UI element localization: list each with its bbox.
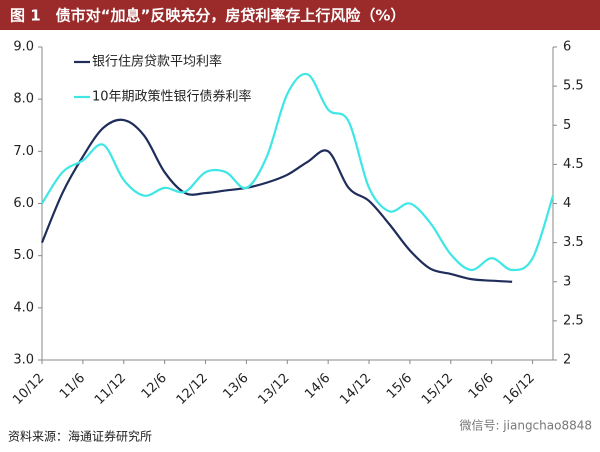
y2-tick-label: 3.5 — [563, 235, 584, 250]
x-tick-label: 15/6 — [384, 371, 415, 402]
chart-title: 图 1 债市对“加息”反映充分，房贷利率存上行风险（%） — [10, 7, 405, 25]
source-note: 资料来源：海通证券研究所 — [8, 429, 152, 444]
x-tick-label: 13/6 — [220, 371, 251, 402]
y2-tick-label: 5.5 — [563, 79, 584, 94]
y-tick-label: 4.0 — [13, 300, 34, 315]
title-bar — [0, 0, 600, 30]
x-tick-label: 15/12 — [419, 371, 456, 408]
y2-tick-label: 2 — [563, 353, 571, 368]
y2-tick-label: 5 — [563, 118, 571, 133]
x-tick-label: 13/12 — [255, 371, 292, 408]
y-tick-label: 5.0 — [13, 248, 34, 263]
y-tick-label: 6.0 — [13, 196, 34, 211]
watermark: 微信号: jiangchao8848 — [459, 419, 592, 433]
y2-tick-label: 4.5 — [563, 157, 584, 172]
legend-label: 10年期政策性银行债券利率 — [92, 89, 252, 105]
y-tick-label: 7.0 — [13, 144, 34, 159]
y2-tick-label: 6 — [563, 40, 571, 55]
x-tick-label: 12/12 — [174, 371, 211, 408]
y-tick-label: 9.0 — [13, 40, 34, 55]
x-tick-label: 12/6 — [139, 371, 170, 402]
x-tick-label: 10/12 — [10, 371, 47, 408]
x-tick-label: 14/12 — [337, 371, 374, 408]
y2-tick-label: 4 — [563, 196, 571, 211]
x-tick-label: 16/6 — [466, 371, 497, 402]
x-tick-label: 14/6 — [302, 371, 333, 402]
y-tick-label: 3.0 — [13, 353, 34, 368]
series-line — [40, 118, 513, 283]
x-tick-label: 16/12 — [501, 371, 538, 408]
y2-tick-label: 2.5 — [563, 313, 584, 328]
legend-label: 银行住房贷款平均利率 — [92, 54, 222, 70]
y-tick-label: 8.0 — [13, 92, 34, 107]
x-tick-label: 11/6 — [57, 371, 88, 402]
y2-tick-label: 3 — [563, 274, 571, 289]
series-line — [41, 72, 555, 272]
x-tick-label: 11/12 — [92, 371, 129, 408]
